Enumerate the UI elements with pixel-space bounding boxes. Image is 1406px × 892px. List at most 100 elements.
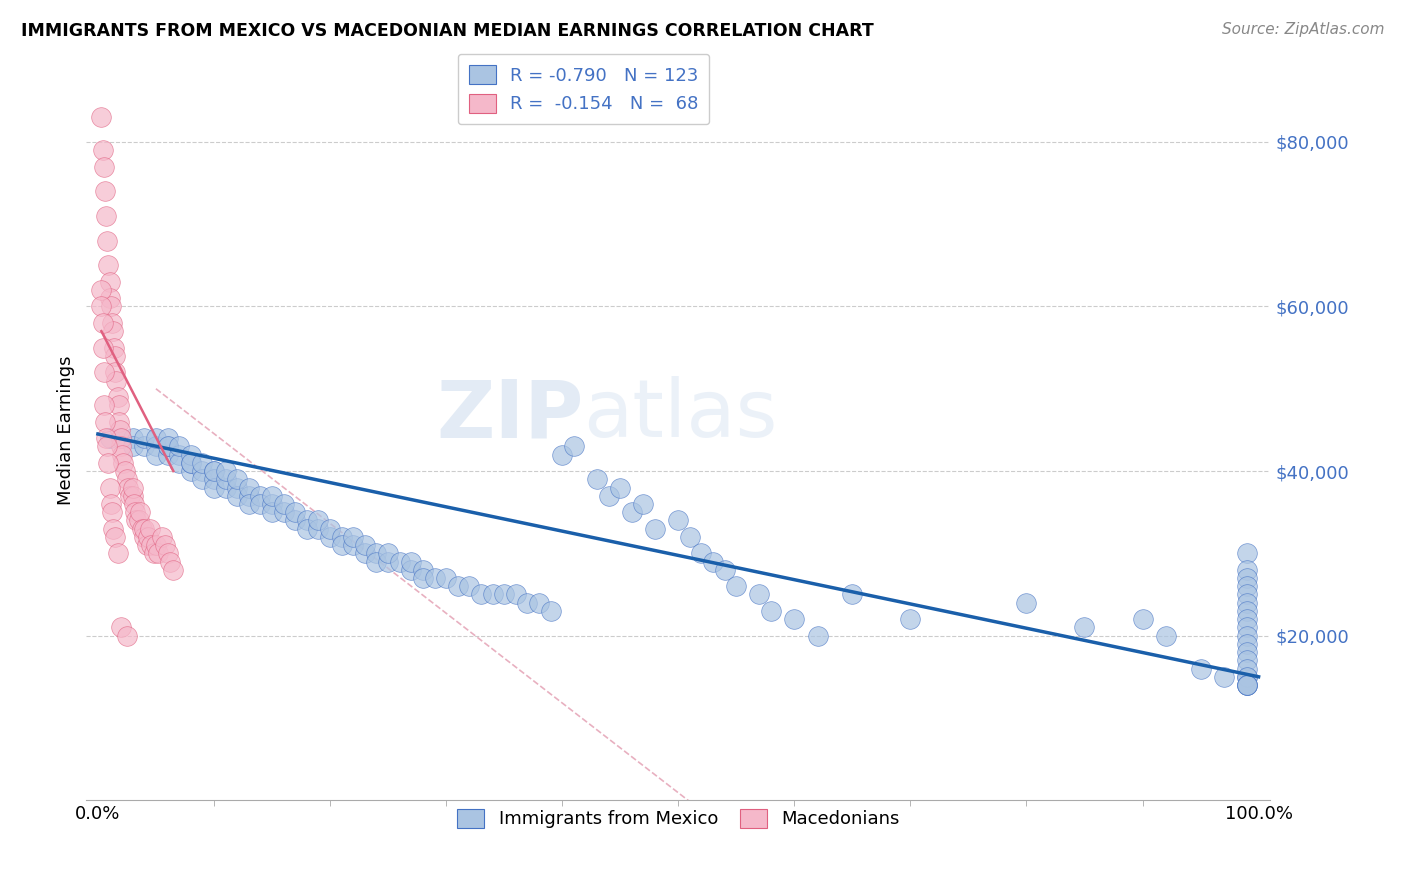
Point <box>540 604 562 618</box>
Point <box>620 505 643 519</box>
Point <box>108 423 131 437</box>
Point <box>238 489 260 503</box>
Point <box>586 472 609 486</box>
Point <box>458 579 481 593</box>
Point <box>101 505 124 519</box>
Point <box>94 184 117 198</box>
Point <box>759 604 782 618</box>
Point <box>1236 678 1258 692</box>
Point <box>96 439 118 453</box>
Point <box>633 497 655 511</box>
Point <box>91 143 114 157</box>
Point <box>134 439 156 453</box>
Point <box>284 505 307 519</box>
Point <box>551 448 574 462</box>
Point <box>117 481 139 495</box>
Point <box>94 415 117 429</box>
Point <box>91 316 114 330</box>
Point <box>134 522 156 536</box>
Point <box>1236 678 1258 692</box>
Point <box>260 489 283 503</box>
Point <box>598 489 620 503</box>
Point <box>481 587 503 601</box>
Point <box>342 530 364 544</box>
Point <box>354 538 377 552</box>
Point <box>122 497 145 511</box>
Text: atlas: atlas <box>583 376 778 454</box>
Point <box>150 530 173 544</box>
Point <box>107 390 129 404</box>
Point <box>1236 596 1258 610</box>
Point <box>100 300 122 314</box>
Point <box>354 546 377 560</box>
Point <box>1073 620 1095 634</box>
Point <box>284 513 307 527</box>
Point <box>366 546 388 560</box>
Point <box>124 505 146 519</box>
Point <box>1236 546 1258 560</box>
Point <box>226 472 249 486</box>
Point <box>135 538 157 552</box>
Point <box>666 513 689 527</box>
Point <box>105 374 128 388</box>
Point <box>702 555 724 569</box>
Point <box>97 258 120 272</box>
Y-axis label: Median Earnings: Median Earnings <box>58 355 75 505</box>
Point <box>156 439 179 453</box>
Point <box>134 431 156 445</box>
Point <box>644 522 666 536</box>
Point <box>1212 670 1234 684</box>
Point <box>214 472 236 486</box>
Point <box>295 513 318 527</box>
Point <box>156 546 179 560</box>
Point <box>1132 612 1154 626</box>
Point <box>112 456 135 470</box>
Point <box>388 555 411 569</box>
Point <box>94 209 117 223</box>
Point <box>1236 645 1258 659</box>
Point <box>114 464 136 478</box>
Text: ZIP: ZIP <box>436 376 583 454</box>
Point <box>1236 563 1258 577</box>
Point <box>145 431 167 445</box>
Point <box>107 546 129 560</box>
Point <box>111 448 134 462</box>
Point <box>260 505 283 519</box>
Point <box>238 497 260 511</box>
Point <box>96 234 118 248</box>
Point <box>141 538 163 552</box>
Point <box>226 481 249 495</box>
Point <box>470 587 492 601</box>
Point <box>319 522 342 536</box>
Point <box>377 555 399 569</box>
Point <box>679 530 702 544</box>
Point <box>131 522 153 536</box>
Point <box>494 587 516 601</box>
Point <box>180 464 202 478</box>
Point <box>249 497 271 511</box>
Point <box>139 522 162 536</box>
Point <box>155 538 177 552</box>
Point <box>98 431 121 445</box>
Point <box>167 448 190 462</box>
Point <box>93 365 115 379</box>
Point <box>145 538 167 552</box>
Text: Source: ZipAtlas.com: Source: ZipAtlas.com <box>1222 22 1385 37</box>
Point <box>214 464 236 478</box>
Point <box>1015 596 1038 610</box>
Point <box>148 546 170 560</box>
Point <box>142 546 165 560</box>
Point <box>1189 661 1212 675</box>
Point <box>93 398 115 412</box>
Point <box>100 497 122 511</box>
Point <box>713 563 735 577</box>
Point <box>107 415 129 429</box>
Point <box>120 489 142 503</box>
Point <box>202 472 225 486</box>
Point <box>191 472 214 486</box>
Point <box>423 571 446 585</box>
Point <box>260 497 283 511</box>
Point <box>98 291 121 305</box>
Point <box>104 530 127 544</box>
Point <box>412 563 434 577</box>
